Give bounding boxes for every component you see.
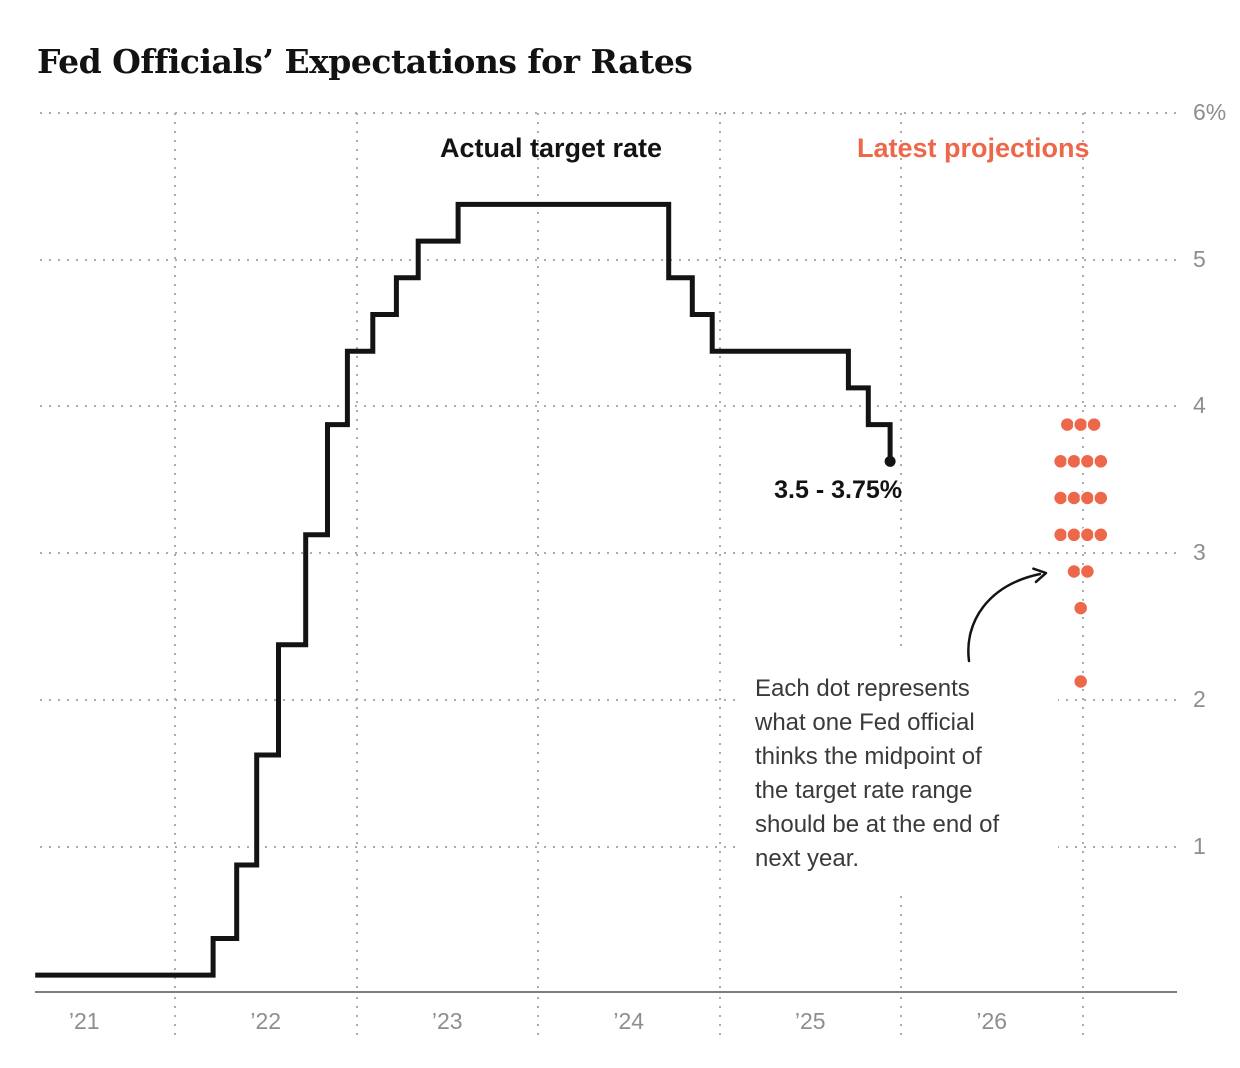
latest-projections-dots-group	[1052, 416, 1109, 690]
projection-dot	[1059, 416, 1076, 433]
arrow-head-icon	[1032, 567, 1048, 584]
x-axis-tick	[718, 997, 721, 1038]
y-axis-tick-label: 5	[1193, 245, 1206, 272]
x-axis-tick-label: ’22	[250, 1008, 282, 1034]
x-grid-line	[718, 113, 721, 990]
y-axis-tick-label: 2	[1193, 685, 1206, 712]
x-grid-line	[174, 113, 176, 990]
x-grid-line	[355, 113, 358, 990]
x-axis-tick-label: ’25	[794, 1008, 826, 1034]
y-grid-line	[40, 258, 1177, 261]
y-axis-tick-label: 3	[1193, 539, 1206, 566]
x-axis-tick	[537, 997, 539, 1038]
y-grid-line	[40, 405, 1177, 408]
projection-dot	[1079, 453, 1096, 470]
projection-dot	[1079, 563, 1096, 580]
x-axis-tick-label: ’26	[976, 1008, 1008, 1034]
chart-title: Fed Officials’ Expectations for Rates	[37, 42, 693, 82]
y-axis-tick-label: 6%	[1193, 98, 1227, 125]
y-grid-line	[40, 698, 1177, 701]
projection-dot	[1093, 490, 1109, 506]
current-rate-end-dot	[884, 455, 896, 467]
y-grid-line	[40, 845, 1177, 848]
end-rate-label: 3.5 - 3.75%	[774, 476, 902, 504]
projection-dot	[1052, 453, 1069, 470]
projection-dot	[1066, 453, 1082, 470]
annotation-text: Each dot represents what one Fed officia…	[755, 675, 1000, 872]
actual-target-rate-line-group	[35, 201, 896, 978]
x-axis-tick	[900, 997, 902, 1038]
projection-dot	[1093, 453, 1109, 470]
x-axis-tick	[174, 997, 176, 1038]
projection-dot	[1066, 527, 1082, 543]
x-grid-line	[537, 113, 539, 990]
y-grid-line	[40, 111, 1177, 114]
x-axis-tick	[1081, 997, 1084, 1038]
x-axis-line	[35, 991, 1177, 993]
x-grid-line	[1081, 113, 1084, 990]
x-axis-tick-label: ’21	[68, 1008, 100, 1034]
actual-target-rate-step-line	[35, 201, 893, 978]
projection-dot	[1072, 673, 1089, 690]
x-axis-tick-label: ’23	[431, 1008, 463, 1034]
y-grid-line	[40, 552, 1177, 555]
x-axis-tick-label: ’24	[613, 1008, 645, 1034]
projection-dot	[1086, 416, 1102, 433]
y-axis-tick-label: 4	[1193, 392, 1206, 419]
annotation-arrow	[967, 567, 1048, 663]
x-axis-tick	[355, 997, 358, 1038]
x-grid-line	[900, 113, 902, 990]
projection-dot	[1052, 490, 1069, 506]
legend-actual-target-rate: Actual target rate	[440, 133, 663, 163]
projection-dot	[1093, 527, 1109, 543]
projection-dot	[1072, 416, 1089, 433]
arrow-curve-icon	[967, 572, 1042, 663]
y-axis-tick-label: 1	[1193, 832, 1206, 859]
annotation-box: Each dot represents what one Fed officia…	[738, 648, 1058, 896]
projection-dot	[1079, 527, 1096, 543]
projection-dot	[1072, 600, 1089, 616]
projection-dot	[1079, 490, 1096, 506]
projection-dot	[1066, 490, 1082, 506]
projection-dot	[1052, 527, 1069, 543]
projection-dot	[1066, 563, 1082, 580]
legend-latest-projections: Latest projections	[857, 133, 1090, 163]
